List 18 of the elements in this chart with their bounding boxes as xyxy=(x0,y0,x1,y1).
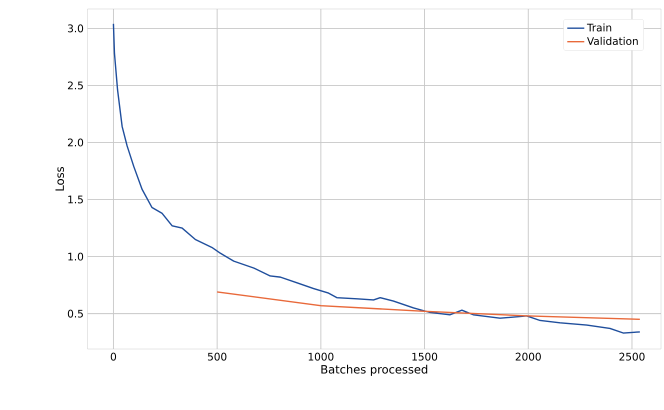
x-tick-label: 1000 xyxy=(308,352,334,361)
x-tick-label: 500 xyxy=(208,352,226,361)
line-series xyxy=(216,291,641,320)
y-axis-title: Loss xyxy=(55,166,64,190)
y-tick-label: 3.0 xyxy=(68,24,84,32)
x-tick-label: 2500 xyxy=(619,352,645,361)
line-series xyxy=(112,23,641,334)
x-tick-label: 2000 xyxy=(516,352,541,361)
legend-label: Train xyxy=(586,23,612,32)
y-tick-label: 1.0 xyxy=(68,252,84,261)
x-axis-title: Batches processed xyxy=(321,364,428,376)
legend-label: Validation xyxy=(587,36,638,45)
y-tick-label: 0.5 xyxy=(68,310,83,318)
x-tick-label: 0 xyxy=(110,352,116,361)
y-tick-label: 1.5 xyxy=(68,196,83,204)
y-tick-label: 2.5 xyxy=(68,81,83,90)
y-tick-label: 2.0 xyxy=(68,138,84,146)
x-tick-label: 1500 xyxy=(412,352,438,361)
